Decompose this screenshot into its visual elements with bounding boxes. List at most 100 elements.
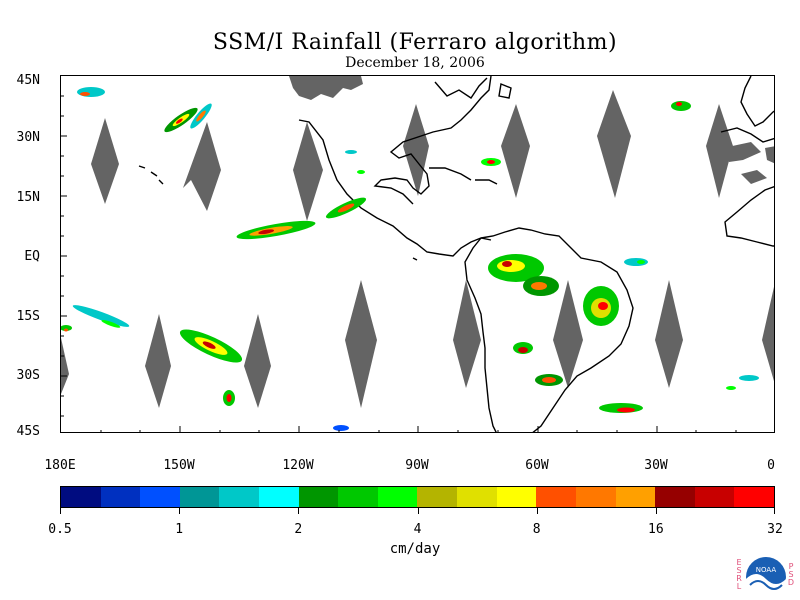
rainfall-cell xyxy=(179,329,243,363)
colorbar-swatch xyxy=(575,487,616,507)
lon-label: 60W xyxy=(525,458,549,473)
no-data-patch xyxy=(765,146,774,164)
lon-label: 90W xyxy=(405,458,429,473)
colorbar-tick-label: 4 xyxy=(413,522,422,537)
colorbar-tick-label: 0.5 xyxy=(48,522,72,537)
colorbar-swatch xyxy=(694,487,735,507)
colorbar-swatch xyxy=(259,487,299,507)
noaa-emblem-text: NOAA xyxy=(756,566,777,574)
map-title: SSM/I Rainfall (Ferraro algorithm) xyxy=(212,30,618,55)
rainfall-cell xyxy=(599,403,643,413)
colorbar-units: cm/day xyxy=(389,541,441,557)
coastline-north-america xyxy=(298,119,492,257)
colorbar-tick xyxy=(298,508,300,514)
lat-label: 30N xyxy=(16,130,40,145)
no-data-swath xyxy=(501,104,530,198)
colorbar-swatch xyxy=(457,487,497,507)
coastline-south-america-west xyxy=(464,237,497,432)
colorbar xyxy=(60,486,775,508)
rainfall-cells xyxy=(61,87,759,431)
colorbar-swatch xyxy=(615,487,656,507)
no-data-patches xyxy=(289,76,774,184)
rainfall-cell xyxy=(624,258,648,266)
no-data-swath xyxy=(453,280,481,388)
rainfall-cell xyxy=(535,374,563,386)
lon-label: 0 xyxy=(767,458,775,473)
coastline-galapagos xyxy=(412,257,418,261)
rainfall-map xyxy=(60,75,775,433)
coastline-north-america-east xyxy=(373,76,492,205)
colorbar-tick xyxy=(774,508,775,514)
coastline-hispaniola xyxy=(475,179,498,185)
colorbar-tick xyxy=(179,508,181,514)
lat-label: EQ xyxy=(24,249,40,264)
coastline-iberia xyxy=(720,127,774,143)
lon-label: 120W xyxy=(282,458,314,473)
rainfall-cell xyxy=(481,158,501,166)
no-data-patch xyxy=(723,142,761,162)
coastline-europe xyxy=(740,76,774,127)
rainfall-cell xyxy=(523,276,559,296)
colorbar-tick xyxy=(60,508,61,514)
rainfall-cell xyxy=(190,103,212,129)
map-date: December 18, 2006 xyxy=(345,55,485,71)
no-data-swath xyxy=(61,338,69,394)
colorbar-swatch xyxy=(338,487,378,507)
coastline-hawaii xyxy=(138,165,164,185)
lon-label: 30W xyxy=(644,458,668,473)
colorbar-tick xyxy=(417,508,419,514)
no-data-swath xyxy=(762,286,774,382)
rainfall-cell xyxy=(345,150,365,174)
colorbar-swatch xyxy=(734,487,774,507)
colorbar-tick-label: 2 xyxy=(294,522,303,537)
no-data-swath xyxy=(293,122,323,221)
map-canvas xyxy=(61,76,774,432)
no-data-swath xyxy=(597,90,631,198)
lat-label: 15S xyxy=(16,309,40,324)
map-ticks xyxy=(61,95,737,432)
rainfall-cell xyxy=(513,342,533,354)
colorbar-swatch xyxy=(536,487,576,507)
colorbar-tick-label: 8 xyxy=(532,522,541,537)
no-data-swath xyxy=(706,104,733,198)
rainfall-cell xyxy=(223,390,235,406)
no-data-patch xyxy=(289,76,363,100)
no-data-swath xyxy=(403,104,429,196)
coastline-africa xyxy=(724,185,774,247)
coastline-cuba xyxy=(429,167,472,181)
lat-label: 30S xyxy=(16,368,40,383)
lon-label: 150W xyxy=(163,458,195,473)
rainfall-cell xyxy=(671,101,691,111)
colorbar-tick xyxy=(536,508,538,514)
colorbar-swatch xyxy=(417,487,458,507)
rainfall-cell xyxy=(333,425,349,431)
rainfall-cell xyxy=(77,87,105,97)
lat-label: 45S xyxy=(16,424,40,439)
no-data-swaths xyxy=(61,90,774,408)
no-data-swath xyxy=(345,280,377,408)
no-data-swath xyxy=(553,280,583,388)
rainfall-cell xyxy=(488,254,544,282)
no-data-swath xyxy=(655,280,683,388)
colorbar-swatch xyxy=(61,487,101,507)
rainfall-cell xyxy=(72,305,130,328)
colorbar-tick-label: 16 xyxy=(648,522,664,537)
colorbar-swatch xyxy=(219,487,260,507)
colorbar-swatch xyxy=(140,487,180,507)
rainfall-cell xyxy=(61,325,72,332)
coastline-newfoundland xyxy=(498,83,512,99)
colorbar-swatch xyxy=(377,487,418,507)
noaa-emblem: NOAA xyxy=(746,557,786,599)
colorbar-swatch xyxy=(496,487,537,507)
lat-label: 15N xyxy=(16,190,40,205)
rainfall-cell xyxy=(164,107,198,133)
coastline-canada xyxy=(434,77,488,99)
no-data-swath xyxy=(244,314,271,408)
rainfall-cell xyxy=(325,197,367,219)
colorbar-swatch xyxy=(100,487,141,507)
no-data-swath xyxy=(183,122,221,211)
rainfall-cell xyxy=(726,375,759,390)
